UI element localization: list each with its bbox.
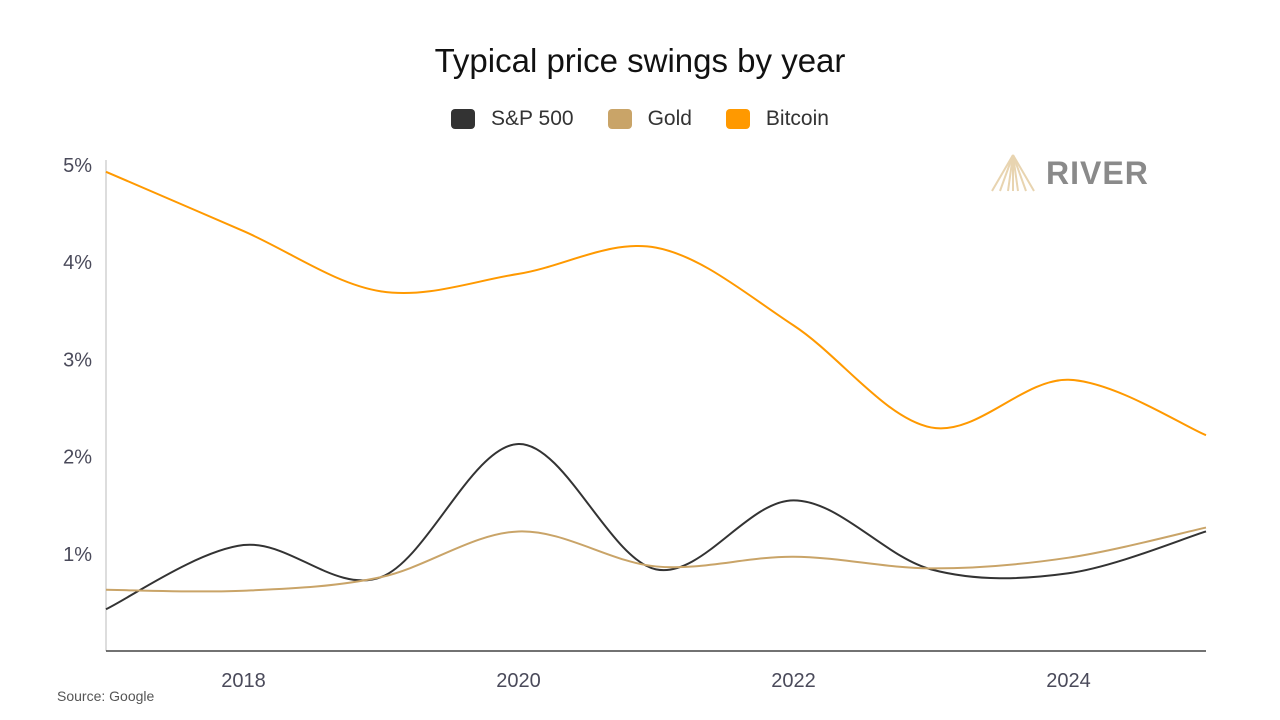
legend-swatch-sp500 <box>451 109 476 129</box>
legend-swatch-gold <box>607 109 632 129</box>
legend-label-sp500: S&P 500 <box>491 107 574 130</box>
source-note: Source: Google <box>57 688 155 704</box>
river-logo-text: RIVER <box>1046 154 1149 191</box>
x-tick-label: 2022 <box>771 670 816 692</box>
y-tick-label: 4% <box>63 252 92 274</box>
y-tick-label: 1% <box>63 544 92 566</box>
chart-title: Typical price swings by year <box>434 42 846 79</box>
y-tick-label: 2% <box>63 447 92 469</box>
series-line-gold <box>105 526 1207 593</box>
y-tick-label: 5% <box>63 155 92 177</box>
river-logo: RIVER <box>990 153 1149 193</box>
x-tick-label: 2024 <box>1046 670 1091 692</box>
legend-label-gold: Gold <box>647 107 692 130</box>
legend: S&P 500 Gold Bitcoin <box>0 107 1280 131</box>
legend-item-gold[interactable]: Gold <box>607 107 692 131</box>
legend-swatch-bitcoin <box>725 109 750 129</box>
legend-item-sp500[interactable]: S&P 500 <box>451 107 574 131</box>
y-tick-label: 3% <box>63 349 92 371</box>
x-tick-label: 2018 <box>221 670 266 692</box>
river-logo-mark-icon <box>991 154 1035 192</box>
legend-item-bitcoin[interactable]: Bitcoin <box>725 107 829 131</box>
legend-label-bitcoin: Bitcoin <box>765 107 829 130</box>
series-line-s-p-500 <box>105 442 1207 611</box>
x-tick-label: 2020 <box>496 670 541 692</box>
series-line-bitcoin <box>105 170 1207 437</box>
